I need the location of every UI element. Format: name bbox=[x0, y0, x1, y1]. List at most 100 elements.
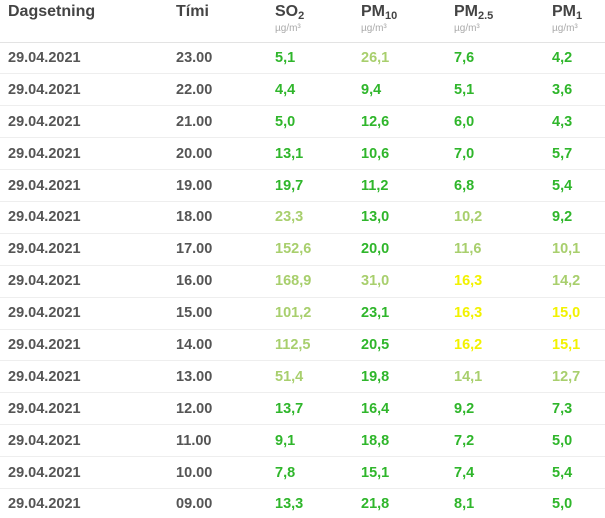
cell-pm25: 7,4 bbox=[446, 456, 544, 489]
cell-pm10: 31,0 bbox=[353, 265, 446, 298]
cell-pm10: 23,1 bbox=[353, 297, 446, 330]
cell-pm10: 16,4 bbox=[353, 392, 446, 426]
cell-time: 11.00 bbox=[168, 424, 267, 458]
cell-so2: 9,1 bbox=[267, 424, 353, 458]
cell-pm10: 10,6 bbox=[353, 137, 446, 171]
cell-pm10: 20,5 bbox=[353, 329, 446, 362]
cell-so2: 13,7 bbox=[267, 392, 353, 426]
cell-pm25: 6,8 bbox=[446, 169, 544, 202]
pm10-subscript: 10 bbox=[385, 10, 398, 22]
cell-date: 29.04.2021 bbox=[0, 233, 168, 266]
cell-so2: 13,3 bbox=[267, 488, 353, 518]
cell-pm1: 5,7 bbox=[544, 137, 605, 171]
column-header-date-label: Dagsetning bbox=[8, 3, 96, 20]
cell-so2: 7,8 bbox=[267, 456, 353, 489]
table-row: 29.04.2021 22.00 4,4 9,4 5,1 3,6 bbox=[0, 73, 605, 107]
column-header-pm25-label: PM2.5 bbox=[454, 0, 544, 22]
column-header-time: Tími bbox=[168, 0, 267, 43]
cell-pm25: 6,0 bbox=[446, 105, 544, 139]
table-row: 29.04.2021 18.00 23,3 13,0 10,2 9,2 bbox=[0, 201, 605, 234]
cell-pm1: 9,2 bbox=[544, 201, 605, 234]
cell-pm10: 13,0 bbox=[353, 201, 446, 234]
cell-so2: 168,9 bbox=[267, 265, 353, 298]
cell-pm1: 14,2 bbox=[544, 265, 605, 298]
column-header-pm1-label: PM1 bbox=[552, 0, 605, 22]
cell-pm1: 15,1 bbox=[544, 329, 605, 362]
cell-pm25: 7,6 bbox=[446, 42, 544, 75]
table-row: 29.04.2021 13.00 51,4 19,8 14,1 12,7 bbox=[0, 360, 605, 394]
table-row: 29.04.2021 16.00 168,9 31,0 16,3 14,2 bbox=[0, 265, 605, 298]
cell-date: 29.04.2021 bbox=[0, 392, 168, 426]
cell-date: 29.04.2021 bbox=[0, 329, 168, 362]
cell-so2: 23,3 bbox=[267, 201, 353, 234]
cell-pm10: 20,0 bbox=[353, 233, 446, 266]
column-header-pm10-label: PM10 bbox=[361, 0, 446, 22]
so2-base: SO bbox=[275, 3, 299, 20]
cell-date: 29.04.2021 bbox=[0, 105, 168, 139]
pm10-base: PM bbox=[361, 3, 385, 20]
cell-pm1: 3,6 bbox=[544, 73, 605, 107]
cell-date: 29.04.2021 bbox=[0, 424, 168, 458]
table-row: 29.04.2021 17.00 152,6 20,0 11,6 10,1 bbox=[0, 233, 605, 266]
cell-date: 29.04.2021 bbox=[0, 488, 168, 518]
cell-pm10: 9,4 bbox=[353, 73, 446, 107]
table-row: 29.04.2021 11.00 9,1 18,8 7,2 5,0 bbox=[0, 424, 605, 458]
cell-pm25: 16,2 bbox=[446, 329, 544, 362]
cell-so2: 112,5 bbox=[267, 329, 353, 362]
cell-pm1: 4,3 bbox=[544, 105, 605, 139]
cell-pm25: 5,1 bbox=[446, 73, 544, 107]
cell-pm25: 7,2 bbox=[446, 424, 544, 458]
cell-date: 29.04.2021 bbox=[0, 42, 168, 75]
cell-so2: 5,1 bbox=[267, 42, 353, 75]
cell-pm25: 11,6 bbox=[446, 233, 544, 266]
table-row: 29.04.2021 14.00 112,5 20,5 16,2 15,1 bbox=[0, 329, 605, 362]
column-header-pm1: PM1 µg/m³ bbox=[544, 0, 605, 43]
cell-date: 29.04.2021 bbox=[0, 169, 168, 202]
pm10-unit: µg/m³ bbox=[361, 23, 387, 34]
pm1-base: PM bbox=[552, 3, 576, 20]
table-row: 29.04.2021 20.00 13,1 10,6 7,0 5,7 bbox=[0, 137, 605, 171]
cell-pm1: 15,0 bbox=[544, 297, 605, 330]
cell-pm25: 16,3 bbox=[446, 297, 544, 330]
cell-date: 29.04.2021 bbox=[0, 201, 168, 234]
cell-so2: 4,4 bbox=[267, 73, 353, 107]
cell-pm25: 9,2 bbox=[446, 392, 544, 426]
cell-pm1: 5,4 bbox=[544, 169, 605, 202]
cell-pm25: 7,0 bbox=[446, 137, 544, 171]
cell-time: 15.00 bbox=[168, 297, 267, 330]
cell-so2: 5,0 bbox=[267, 105, 353, 139]
column-header-pm25: PM2.5 µg/m³ bbox=[446, 0, 544, 43]
table-header: Dagsetning Tími SO2 µg/m³ PM10 µg/m³ PM2… bbox=[0, 0, 605, 43]
cell-pm1: 10,1 bbox=[544, 233, 605, 266]
table-row: 29.04.2021 12.00 13,7 16,4 9,2 7,3 bbox=[0, 392, 605, 426]
pm25-base: PM bbox=[454, 3, 478, 20]
cell-so2: 19,7 bbox=[267, 169, 353, 202]
cell-pm1: 5,4 bbox=[544, 456, 605, 489]
pm1-unit: µg/m³ bbox=[552, 23, 578, 34]
table-body: 29.04.2021 23.00 5,1 26,1 7,6 4,2 29.04.2021 22… bbox=[0, 42, 605, 518]
column-header-time-label: Tími bbox=[176, 3, 209, 20]
cell-date: 29.04.2021 bbox=[0, 137, 168, 171]
cell-time: 21.00 bbox=[168, 105, 267, 139]
pm1-subscript: 1 bbox=[576, 10, 583, 22]
cell-pm10: 15,1 bbox=[353, 456, 446, 489]
cell-time: 09.00 bbox=[168, 488, 267, 518]
cell-time: 14.00 bbox=[168, 329, 267, 362]
cell-time: 22.00 bbox=[168, 73, 267, 107]
pm25-unit: µg/m³ bbox=[454, 23, 480, 34]
cell-so2: 51,4 bbox=[267, 360, 353, 394]
column-header-pm10: PM10 µg/m³ bbox=[353, 0, 446, 43]
column-header-so2-label: SO2 bbox=[275, 0, 353, 22]
cell-pm25: 8,1 bbox=[446, 488, 544, 518]
table-row: 29.04.2021 21.00 5,0 12,6 6,0 4,3 bbox=[0, 105, 605, 139]
cell-date: 29.04.2021 bbox=[0, 456, 168, 489]
table-row: 29.04.2021 09.00 13,3 21,8 8,1 5,0 bbox=[0, 488, 605, 518]
cell-date: 29.04.2021 bbox=[0, 73, 168, 107]
cell-pm10: 19,8 bbox=[353, 360, 446, 394]
cell-time: 13.00 bbox=[168, 360, 267, 394]
cell-pm25: 16,3 bbox=[446, 265, 544, 298]
cell-time: 19.00 bbox=[168, 169, 267, 202]
cell-pm10: 12,6 bbox=[353, 105, 446, 139]
cell-date: 29.04.2021 bbox=[0, 265, 168, 298]
